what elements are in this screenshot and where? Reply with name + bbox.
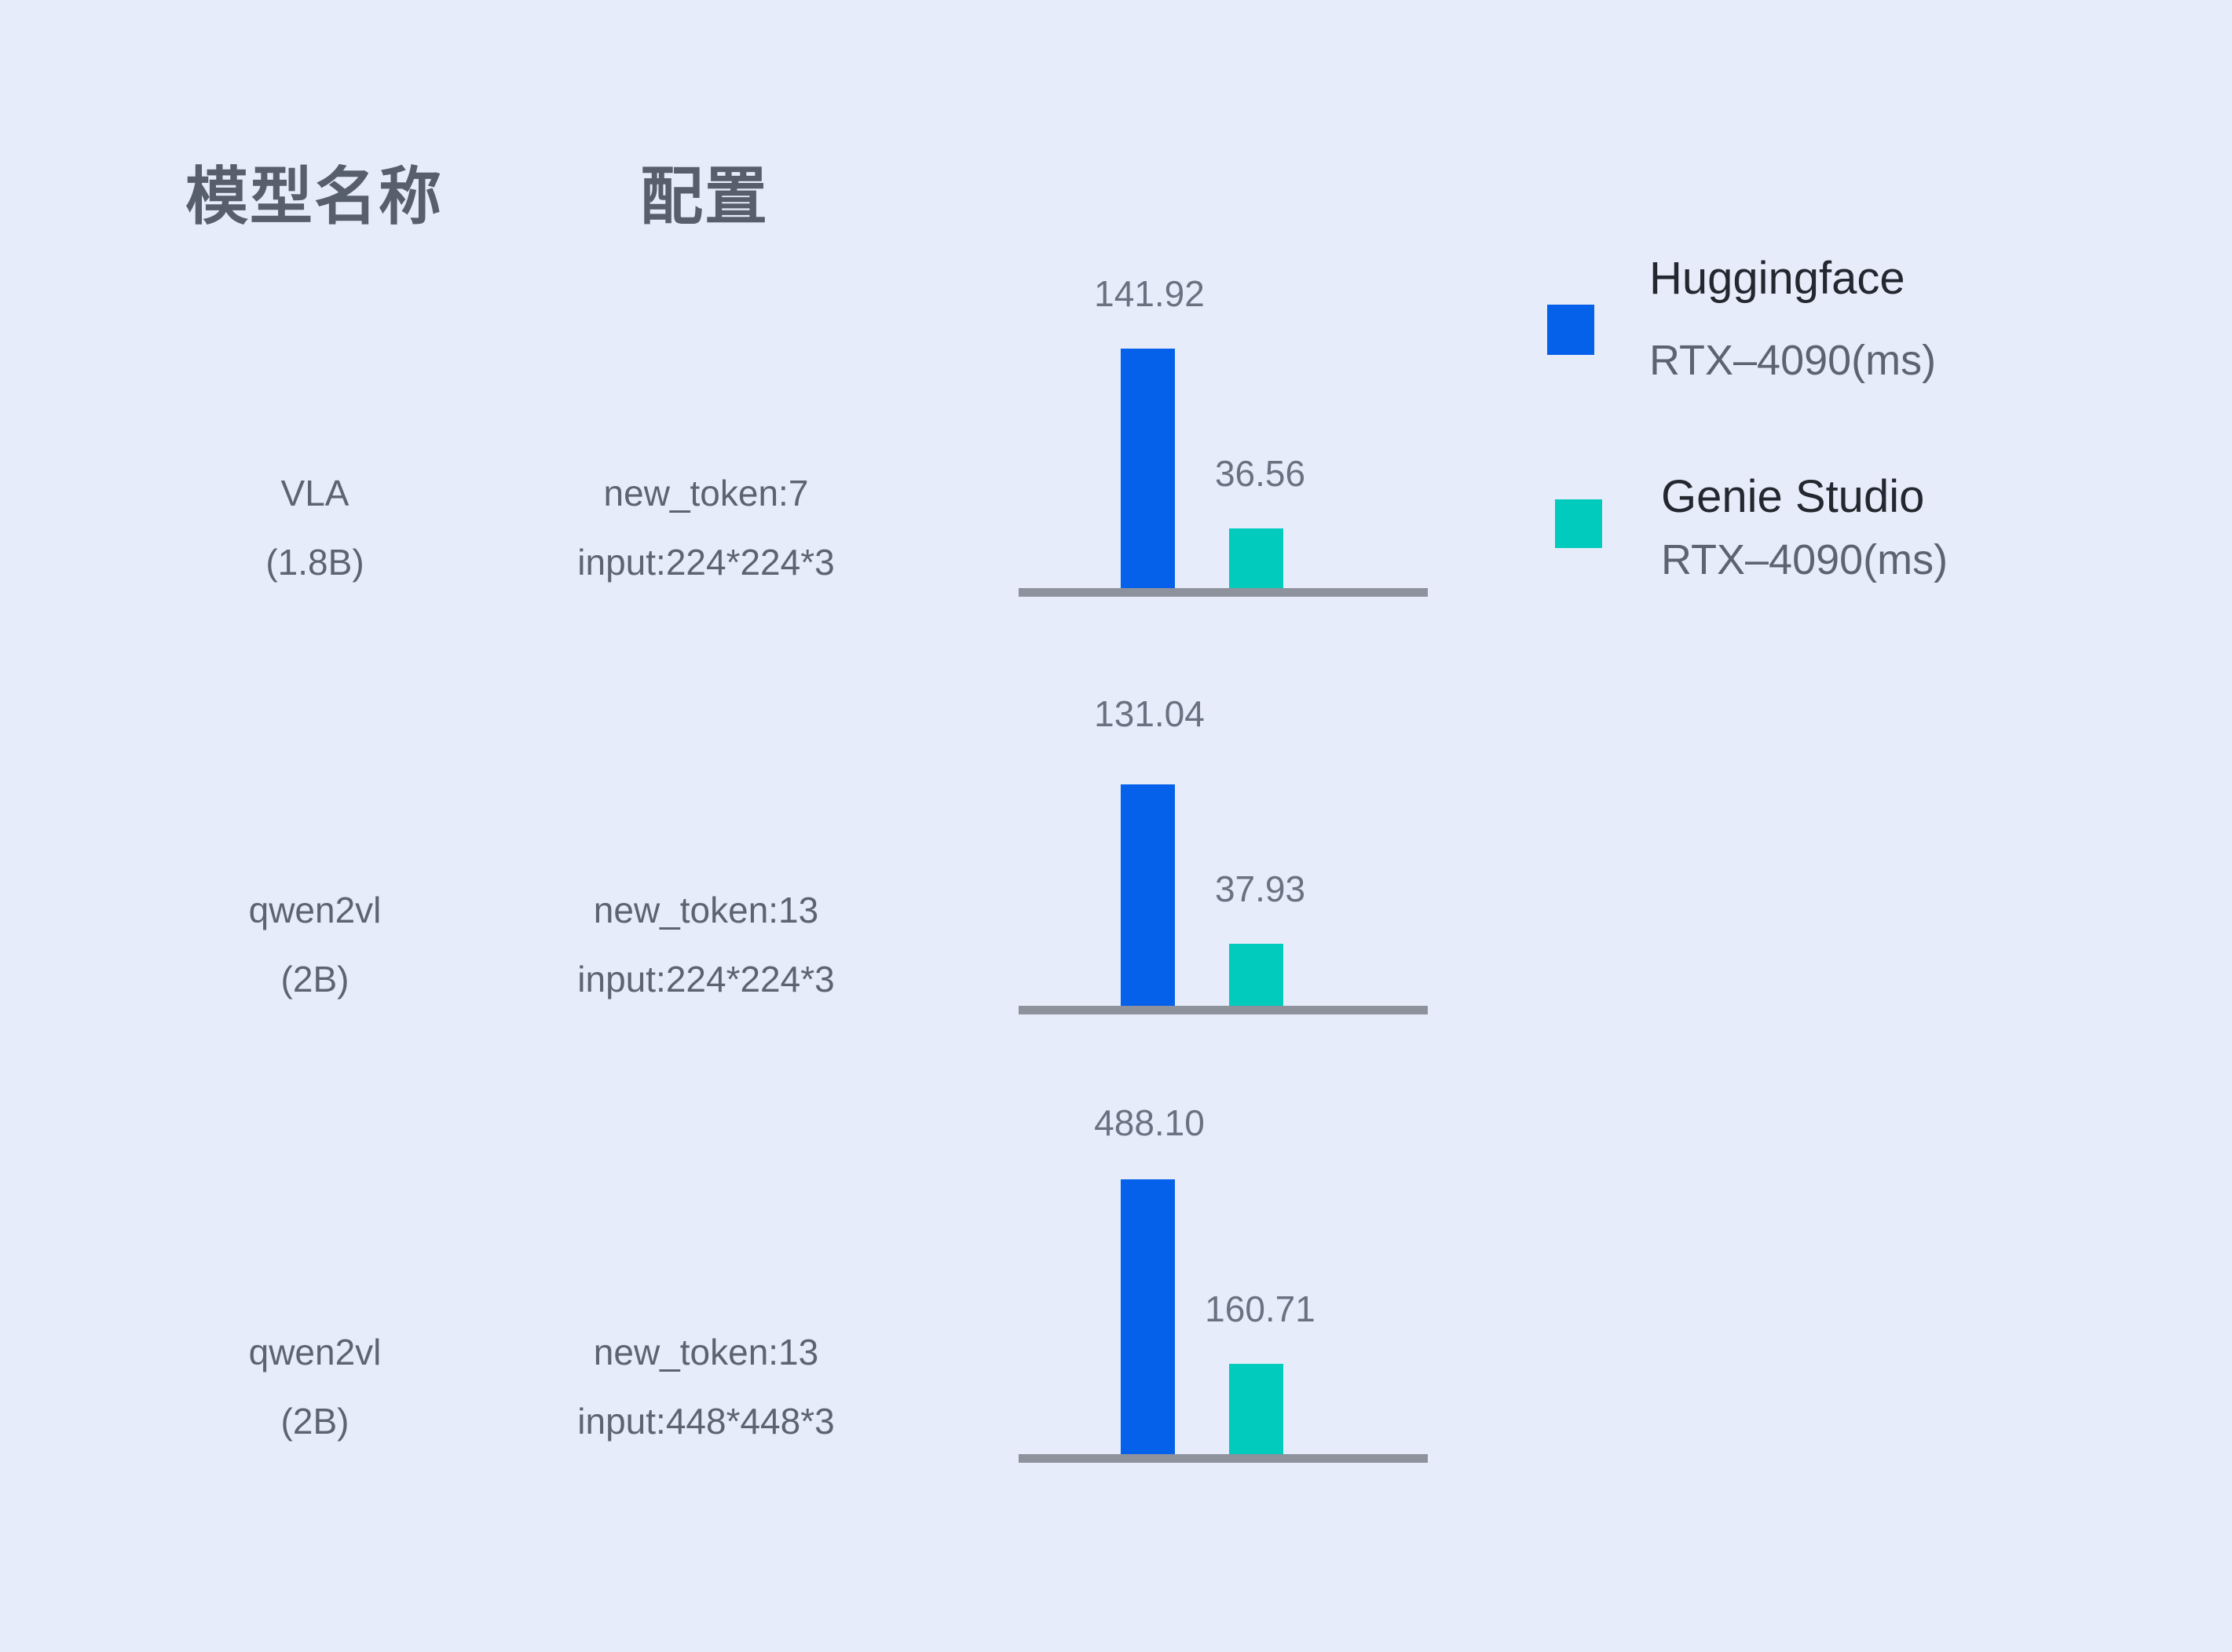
huggingface-legend-device: RTX–4090(ms)	[1649, 337, 1937, 384]
huggingface-value-label: 131.04	[1094, 693, 1205, 734]
config-label: new_token:13 input:448*448*3	[577, 1318, 834, 1456]
axis-baseline	[1019, 1006, 1428, 1014]
config-label: new_token:13 input:224*224*3	[577, 875, 834, 1014]
huggingface-value-label: 141.92	[1094, 273, 1205, 314]
config-line-1: new_token:13	[593, 890, 819, 930]
genie-studio-value-label: 160.71	[1205, 1288, 1315, 1329]
genie-studio-swatch-icon	[1555, 499, 1602, 548]
model-name-line-1: qwen2vl	[248, 1332, 382, 1372]
huggingface-legend-name: Huggingface	[1649, 253, 1905, 304]
genie-studio-bar	[1229, 944, 1283, 1009]
genie-studio-value-label: 37.93	[1214, 868, 1306, 909]
genie-studio-legend-name: Genie Studio	[1661, 471, 1925, 522]
config-line-2: input:224*224*3	[577, 959, 835, 1000]
huggingface-swatch-icon	[1547, 305, 1594, 355]
config-line-1: new_token:7	[603, 473, 809, 514]
model-name-label: qwen2vl (2B)	[249, 1318, 382, 1456]
model-name-line-1: VLA	[280, 473, 349, 514]
huggingface-bar	[1121, 1179, 1175, 1463]
genie-studio-value-label: 36.56	[1214, 453, 1306, 494]
model-name-column-header: 模型名称	[185, 162, 443, 232]
axis-baseline	[1019, 1454, 1428, 1463]
model-name-line-2: (1.8B)	[265, 542, 364, 583]
config-column-header: 配置	[640, 162, 769, 232]
model-name-label: VLA (1.8B)	[265, 459, 364, 597]
genie-studio-bar	[1229, 1364, 1283, 1457]
model-name-line-2: (2B)	[280, 1401, 349, 1442]
model-name-line-1: qwen2vl	[248, 890, 382, 930]
huggingface-bar	[1121, 349, 1175, 591]
config-line-2: input:224*224*3	[577, 542, 835, 583]
huggingface-value-label: 488.10	[1094, 1102, 1205, 1143]
huggingface-bar	[1121, 784, 1175, 1009]
genie-studio-bar	[1229, 528, 1283, 591]
model-name-label: qwen2vl (2B)	[249, 875, 382, 1014]
config-line-1: new_token:13	[593, 1332, 819, 1372]
config-label: new_token:7 input:224*224*3	[577, 459, 834, 597]
model-name-line-2: (2B)	[280, 959, 349, 1000]
genie-studio-legend-device: RTX–4090(ms)	[1661, 536, 1948, 583]
axis-baseline	[1019, 588, 1428, 597]
config-line-2: input:448*448*3	[577, 1401, 835, 1442]
